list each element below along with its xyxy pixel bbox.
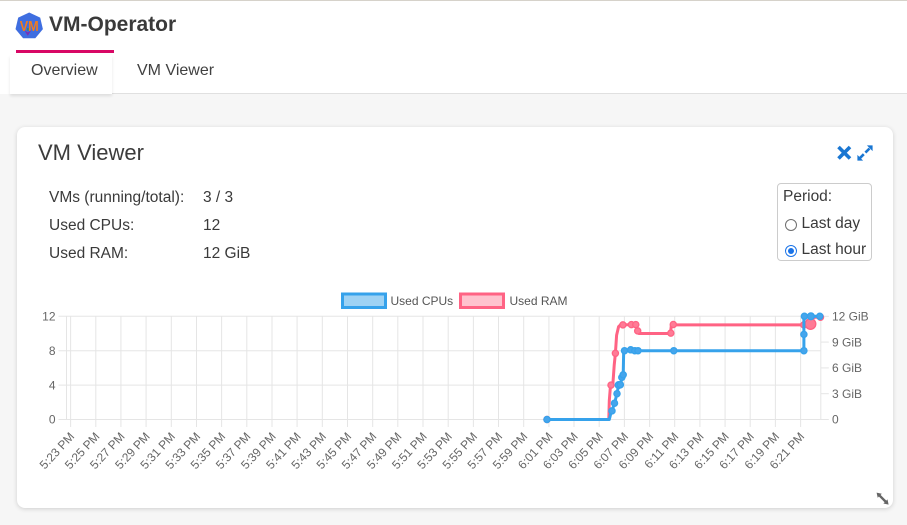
svg-text:8: 8 [49,344,56,358]
svg-text:0: 0 [832,413,839,427]
svg-text:12: 12 [42,310,56,324]
svg-text:4: 4 [49,378,56,392]
svg-text:0: 0 [49,413,56,427]
svg-text:VM: VM [20,18,39,35]
svg-text:Used CPUs: Used CPUs [391,294,454,308]
svg-text:12 GiB: 12 GiB [832,310,869,324]
svg-text:3 GiB: 3 GiB [832,387,862,401]
svg-text:9 GiB: 9 GiB [832,335,862,349]
svg-text:Used RAM: Used RAM [510,294,568,308]
svg-text:6 GiB: 6 GiB [832,361,862,375]
